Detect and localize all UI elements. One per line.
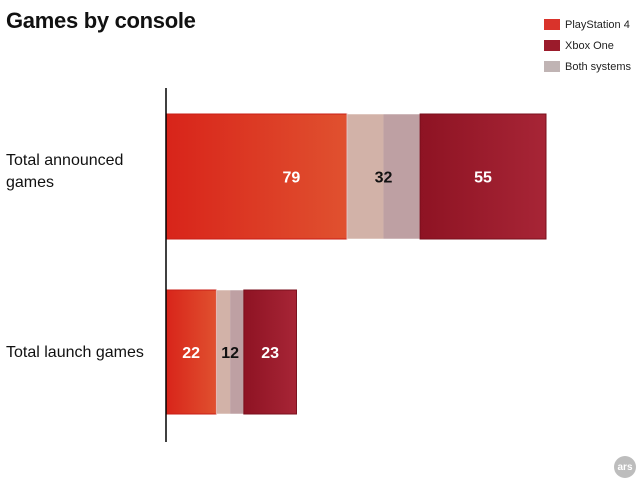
data-label-launch-xbox: 23	[261, 345, 279, 362]
legend-swatch-both	[544, 61, 560, 72]
legend-item-both: Both systems	[544, 56, 631, 77]
data-label-launch-both: 12	[221, 345, 239, 362]
data-label-announced-xbox: 55	[474, 170, 492, 187]
legend-item-xbox: Xbox One	[544, 35, 631, 56]
legend-swatch-xbox	[544, 40, 560, 51]
bar-segment-announced-xbox	[419, 113, 547, 240]
bar-segment-announced-both-b	[383, 114, 421, 239]
bar-segment-launch-both-a	[216, 290, 231, 414]
bar-group-launch: 22 12 23	[165, 289, 297, 415]
legend-label-ps4: PlayStation 4	[565, 18, 630, 31]
legend-label-xbox: Xbox One	[565, 39, 614, 52]
legend: PlayStation 4 Xbox One Both systems	[544, 14, 631, 77]
legend-label-both: Both systems	[565, 60, 632, 73]
data-label-announced-ps4: 79	[283, 170, 301, 187]
data-label-announced-both: 32	[375, 170, 393, 187]
legend-swatch-ps4	[544, 19, 560, 30]
data-label-launch-ps4: 22	[182, 345, 200, 362]
bar-segment-announced-both-a	[346, 114, 384, 239]
category-label-announced: Total announced games	[6, 152, 124, 191]
bar-group-announced: 79 32 55	[165, 113, 547, 240]
bar-segment-announced-ps4	[165, 113, 348, 240]
chart-title: Games by console	[6, 8, 196, 33]
ars-logo: ars	[614, 456, 636, 478]
bar-segment-launch-both-b	[230, 290, 244, 414]
bar-segment-launch-xbox	[243, 289, 297, 415]
legend-item-ps4: PlayStation 4	[544, 14, 631, 35]
category-label-launch: Total launch games	[6, 344, 144, 361]
